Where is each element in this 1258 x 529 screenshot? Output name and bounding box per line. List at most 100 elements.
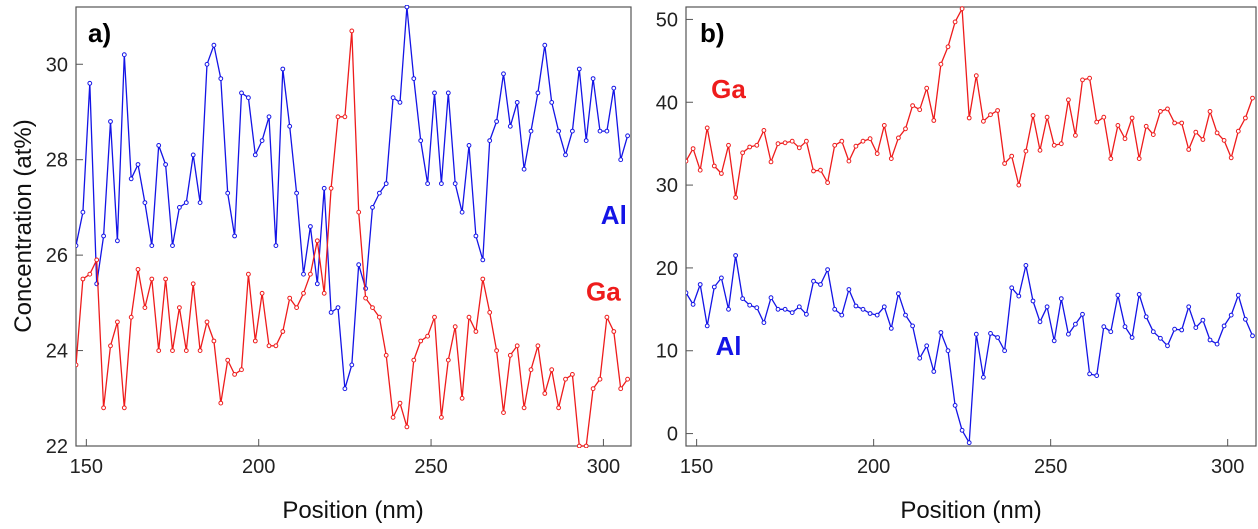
data-point xyxy=(733,253,738,258)
data-point xyxy=(726,142,731,148)
data-point xyxy=(825,180,830,186)
data-point xyxy=(115,319,120,325)
data-point xyxy=(452,324,458,330)
data-point xyxy=(1207,109,1213,114)
data-point xyxy=(917,107,923,113)
data-point xyxy=(1115,123,1121,128)
series-line-ga xyxy=(686,8,1254,199)
data-point xyxy=(583,443,589,448)
data-point xyxy=(370,205,375,210)
data-point xyxy=(121,405,127,411)
data-point xyxy=(1221,138,1227,143)
x-tick-label: 150 xyxy=(680,456,713,478)
data-point xyxy=(768,159,774,165)
data-point xyxy=(825,267,830,273)
data-point xyxy=(342,386,348,392)
data-point xyxy=(232,372,238,377)
data-point xyxy=(1150,329,1156,335)
y-tick-label: 28 xyxy=(46,150,68,172)
data-point xyxy=(1002,348,1007,354)
data-point xyxy=(1066,331,1071,337)
data-point xyxy=(0,332,2,336)
data-point xyxy=(747,144,753,150)
y-tick-label: 20 xyxy=(656,258,678,280)
data-point xyxy=(135,267,141,272)
x-axis-ticks-b: 150 200 250 300 xyxy=(680,439,1244,478)
data-point xyxy=(294,190,300,196)
data-point xyxy=(881,123,887,128)
data-point xyxy=(459,209,465,215)
data-point xyxy=(397,400,403,406)
data-point xyxy=(521,166,527,172)
data-point xyxy=(563,376,568,382)
data-point xyxy=(711,163,717,169)
data-point xyxy=(273,343,279,349)
data-point xyxy=(308,224,313,229)
data-point xyxy=(190,152,196,158)
data-point xyxy=(782,140,788,146)
data-point xyxy=(1214,130,1220,136)
data-point xyxy=(1002,161,1007,166)
data-point xyxy=(1058,141,1064,147)
data-point xyxy=(418,138,424,144)
data-point xyxy=(761,320,767,326)
data-point xyxy=(204,319,210,325)
data-point xyxy=(952,19,958,25)
y-tick-label: 30 xyxy=(46,54,68,76)
data-point xyxy=(0,112,2,116)
data-point xyxy=(995,108,1000,113)
data-point xyxy=(811,278,816,284)
data-point xyxy=(76,362,79,368)
series-ga xyxy=(0,6,1255,200)
data-point xyxy=(487,138,493,144)
data-point xyxy=(782,306,788,312)
data-point xyxy=(1143,314,1149,320)
data-point xyxy=(404,424,410,430)
data-point xyxy=(170,348,175,354)
data-point xyxy=(796,145,802,151)
data-point xyxy=(1108,329,1114,335)
series-line-al xyxy=(76,6,629,390)
data-point xyxy=(625,133,630,139)
y-tick-label: 22 xyxy=(46,436,68,458)
data-point xyxy=(789,138,795,144)
data-point xyxy=(981,374,986,380)
data-point xyxy=(142,200,148,206)
data-point xyxy=(225,357,231,363)
data-point xyxy=(390,95,396,101)
data-point xyxy=(128,176,134,182)
data-point xyxy=(924,85,930,91)
data-point xyxy=(480,257,486,263)
data-point xyxy=(501,410,506,416)
data-point xyxy=(611,85,617,91)
data-point xyxy=(1193,325,1199,331)
data-point xyxy=(494,119,500,124)
data-point xyxy=(754,305,760,311)
series-al xyxy=(76,5,630,392)
y-axis-ticks-b: 0 10 20 30 40 50 xyxy=(656,9,693,446)
data-point xyxy=(618,157,624,163)
data-point xyxy=(1030,113,1036,118)
data-point xyxy=(1094,373,1100,379)
data-point xyxy=(1044,114,1050,120)
data-point xyxy=(690,146,696,152)
data-point xyxy=(846,158,852,164)
data-point xyxy=(94,257,100,263)
data-point xyxy=(775,141,781,147)
data-point xyxy=(804,138,809,144)
data-point xyxy=(473,329,479,334)
data-point xyxy=(846,287,852,292)
data-point xyxy=(711,284,717,290)
series-label-ga-a: Ga xyxy=(586,277,621,307)
data-point xyxy=(87,80,93,86)
data-point xyxy=(514,343,520,349)
x-tick-label: 250 xyxy=(1034,456,1067,478)
data-point xyxy=(439,181,444,187)
data-point xyxy=(1250,333,1255,339)
data-point xyxy=(87,271,93,277)
data-point xyxy=(0,336,2,340)
y-tick-label: 50 xyxy=(656,9,678,31)
data-point xyxy=(0,114,2,118)
data-point xyxy=(301,271,306,277)
data-point xyxy=(383,181,389,187)
